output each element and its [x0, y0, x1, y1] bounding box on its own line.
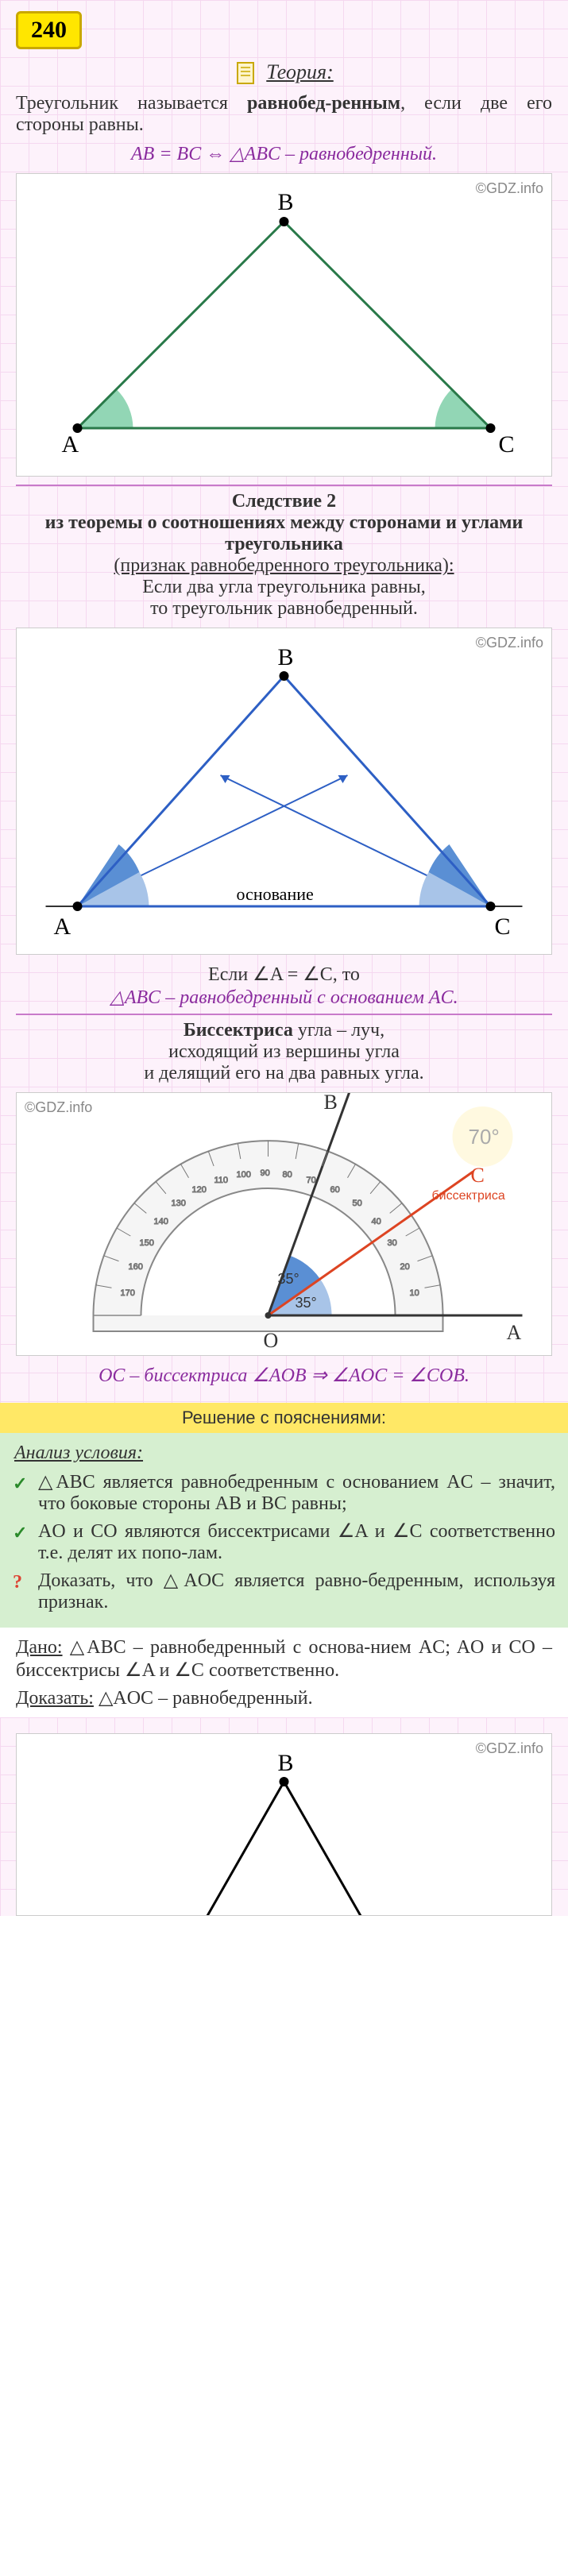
given-block: Дано: △ABC – равнобедренный с основа-ние… [0, 1628, 568, 1717]
svg-text:70°: 70° [469, 1125, 500, 1149]
triangle-svg-2: A B C основание [25, 636, 543, 946]
figure-4: ©GDZ.info B [16, 1733, 552, 1916]
protractor-svg: 70° [17, 1093, 551, 1355]
theory-label: Теория: [266, 60, 333, 83]
figure-2: ©GDZ.info A B C основание [16, 628, 552, 955]
corollary-body-2: то треугольник равнобедренный. [16, 598, 552, 620]
svg-text:биссектриса: биссектриса [432, 1189, 505, 1203]
corollary-body-1: Если два угла треугольника равны, [16, 577, 552, 598]
bisector-def-3: и делящий его на два равных угла. [16, 1063, 552, 1084]
corollary-title-2: из теоремы о соотношениях между сторонам… [16, 512, 552, 555]
text: Треугольник называется [16, 93, 247, 114]
theory-header: Теория: [16, 60, 552, 87]
given-label: Дано: [16, 1637, 63, 1658]
note-icon [234, 61, 257, 87]
copyright-label: ©GDZ.info [25, 1099, 92, 1116]
svg-text:B: B [278, 189, 294, 215]
solution-header: Решение с пояснениями: [0, 1403, 568, 1433]
bold-term: равнобед-ренным [247, 93, 400, 114]
analysis-label: Анализ условия: [14, 1442, 555, 1464]
theory-paragraph: Треугольник называется равнобед-ренным, … [16, 93, 552, 136]
figure-3: ©GDZ.info 70° [16, 1092, 552, 1356]
svg-text:O: O [264, 1329, 279, 1352]
svg-text:35°: 35° [296, 1295, 317, 1311]
corollary-statement-2: △ABC – равнобедренный с основанием AC. [16, 986, 552, 1009]
explanation-box: Анализ условия: ✓ △ABC является равнобед… [0, 1433, 568, 1628]
triangle-svg-4: B [25, 1742, 543, 1916]
check-icon: ✓ [13, 1473, 27, 1494]
copyright-label: ©GDZ.info [476, 1740, 543, 1757]
text: △AOC – равнобедренный. [99, 1688, 313, 1709]
svg-text:B: B [324, 1093, 338, 1114]
text: AO и CO являются биссектрисами ∠A и ∠C с… [38, 1521, 555, 1563]
triangle-svg-1: A B C [25, 182, 543, 468]
svg-text:C: C [495, 913, 511, 940]
prove-line: Доказать: △AOC – равнобедренный. [16, 1686, 552, 1709]
question-icon: ? [13, 1572, 22, 1593]
svg-text:A: A [54, 913, 71, 940]
top-section: 240 Теория: Треугольник называется равно… [0, 0, 568, 1403]
analysis-item-2: ✓ AO и CO являются биссектрисами ∠A и ∠C… [38, 1520, 555, 1564]
divider [16, 1014, 552, 1015]
svg-text:B: B [278, 1750, 294, 1776]
bold-term: Биссектриса [184, 1020, 293, 1041]
corollary-title-1: Следствие 2 [16, 491, 552, 512]
bottom-figure-section: ©GDZ.info B [0, 1717, 568, 1916]
text: Доказать, что △AOC является равно-бедрен… [38, 1570, 555, 1612]
given-line: Дано: △ABC – равнобедренный с основа-ние… [16, 1636, 552, 1682]
corollary-subtitle: (признак равнобедренного треугольника): [16, 555, 552, 577]
figure-1: ©GDZ.info A B C [16, 173, 552, 477]
svg-text:основание: основание [237, 884, 314, 904]
copyright-label: ©GDZ.info [476, 635, 543, 651]
divider [16, 485, 552, 486]
problem-number-badge: 240 [16, 11, 82, 49]
analysis-item-3: ? Доказать, что △AOC является равно-бедр… [38, 1569, 555, 1613]
svg-text:A: A [507, 1321, 522, 1344]
svg-text:35°: 35° [278, 1271, 299, 1287]
theory-statement: AB = BC ⇔ △ABC – равнобедренный. [16, 142, 552, 165]
text: угла – луч, [293, 1020, 384, 1041]
copyright-label: ©GDZ.info [476, 180, 543, 197]
corollary-statement-1: Если ∠A = ∠C, то [16, 963, 552, 986]
text: △ABC является равнобедренным с основание… [38, 1472, 555, 1514]
bisector-def-1: Биссектриса угла – луч, [16, 1020, 552, 1041]
check-icon: ✓ [13, 1523, 27, 1543]
svg-text:A: A [62, 431, 79, 458]
text: △ABC – равнобедренный с основа-нием AC; … [16, 1637, 552, 1681]
svg-text:B: B [278, 644, 294, 670]
svg-text:C: C [471, 1164, 485, 1187]
svg-text:C: C [499, 431, 515, 458]
prove-label: Доказать: [16, 1688, 94, 1709]
analysis-item-1: ✓ △ABC является равнобедренным с основан… [38, 1470, 555, 1515]
bisector-statement: OC – биссектриса ∠AOB ⇒ ∠AOC = ∠COB. [16, 1364, 552, 1387]
bisector-def-2: исходящий из вершины угла [16, 1041, 552, 1063]
text: Если ∠A = ∠C, то [208, 964, 360, 985]
